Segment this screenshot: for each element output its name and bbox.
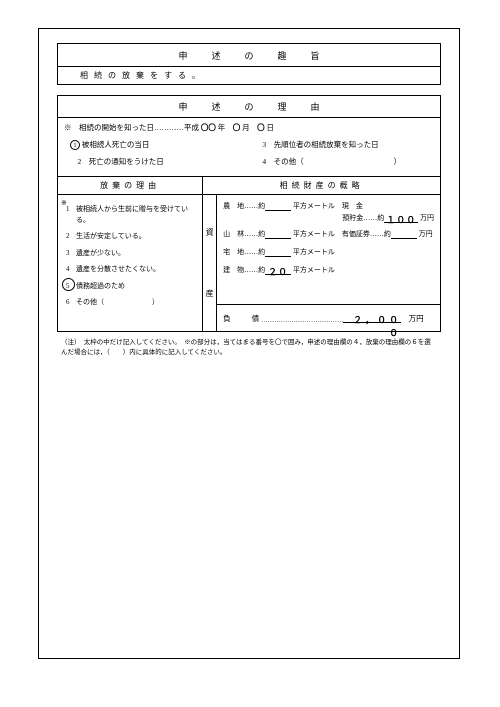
start-date-line: ※ 相続の開始を知った日…………平成 〇〇 年 〇 月 〇 日 xyxy=(64,122,434,133)
asset-line-tatemono: 建 物……約２０ 平方メートル xyxy=(223,265,434,275)
notes: （注） 太枠の中だけ記入してください。 ※の部分は，当てはまる番号を〇で囲み，申… xyxy=(57,338,441,358)
assets-vlabel: 資 産 xyxy=(203,195,217,331)
yochokin-value: １００ xyxy=(384,213,418,223)
start-options-2: 2 死亡の通知をうけた日 4 その他（） xyxy=(64,153,434,170)
reason-item-5: 5債務超過のため xyxy=(66,278,198,295)
header-reason: 放棄の理由 xyxy=(58,177,203,194)
reason-item-3: 3遺産が少ない。 xyxy=(66,245,198,262)
asset-line-yochokin: 預貯金……約１００ 万円 xyxy=(223,213,434,223)
tatemono-value: ２０ xyxy=(265,265,291,275)
header-assets: 相続財産の概略 xyxy=(203,177,440,194)
option-1: 1 被相続人死亡の当日 xyxy=(64,136,256,153)
asset-line-takuchi: 宅 地……約 平方メートル xyxy=(223,247,434,257)
purpose-title: 申述の趣旨 xyxy=(58,44,440,66)
option-2: 2 死亡の通知をうけた日 xyxy=(64,153,256,170)
purpose-box: 申述の趣旨 相続の放棄をする。 xyxy=(57,43,441,85)
day-value: 〇 xyxy=(257,123,265,132)
year-value: 〇〇 xyxy=(201,123,216,132)
assets-main: 農 地……約 平方メートル 現 金 預貯金……約１００ 万円 山 林……約 平方… xyxy=(217,195,440,331)
start-date-section: ※ 相続の開始を知った日…………平成 〇〇 年 〇 月 〇 日 1 被相続人死亡… xyxy=(58,118,440,177)
fusai-value: ２，０００ xyxy=(343,313,401,323)
start-options: 1 被相続人死亡の当日 3 先順位者の相続放棄を知った日 xyxy=(64,136,434,153)
reason-item-1: 1被相続人から生前に贈与を受けている。 xyxy=(66,201,198,228)
option-4: 4 その他（） xyxy=(256,153,434,170)
purpose-text: 相続の放棄をする。 xyxy=(58,66,440,84)
body: ※ 1被相続人から生前に贈与を受けている。 2生活が安定している。 3遺産が少な… xyxy=(58,195,440,331)
reason-item-2: 2生活が安定している。 xyxy=(66,228,198,245)
assets-section: 農 地……約 平方メートル 現 金 預貯金……約１００ 万円 山 林……約 平方… xyxy=(217,195,440,305)
reason-title: 申述の理由 xyxy=(58,96,440,118)
assets-column: 資 産 農 地……約 平方メートル 現 金 預貯金……約１ xyxy=(203,195,440,331)
month-value: 〇 xyxy=(233,123,241,132)
reason-item-4: 4遺産を分散させたくない。 xyxy=(66,261,198,278)
asset-line-nouchi: 農 地……約 平方メートル 現 金 xyxy=(223,201,434,211)
page-frame: 申述の趣旨 相続の放棄をする。 申述の理由 ※ 相続の開始を知った日…………平成… xyxy=(38,28,460,659)
option-1-circle: 1 xyxy=(70,140,80,150)
reason-item-6: 6その他（） xyxy=(66,294,198,311)
reason-box: 申述の理由 ※ 相続の開始を知った日…………平成 〇〇 年 〇 月 〇 日 1 … xyxy=(57,95,441,332)
sub-headers: 放棄の理由 相続財産の概略 xyxy=(58,177,440,195)
liabilities-section: 負 債 ２，０００ 万円 xyxy=(217,305,440,331)
option-3: 3 先順位者の相続放棄を知った日 xyxy=(256,136,434,153)
reasons-column: ※ 1被相続人から生前に贈与を受けている。 2生活が安定している。 3遺産が少な… xyxy=(58,195,203,331)
reasons-list: 1被相続人から生前に贈与を受けている。 2生活が安定している。 3遺産が少ない。… xyxy=(60,201,198,311)
content: 申述の趣旨 相続の放棄をする。 申述の理由 ※ 相続の開始を知った日…………平成… xyxy=(39,29,459,658)
asset-line-sanrin: 山 林……約 平方メートル 有価証券……約 万円 xyxy=(223,229,434,239)
